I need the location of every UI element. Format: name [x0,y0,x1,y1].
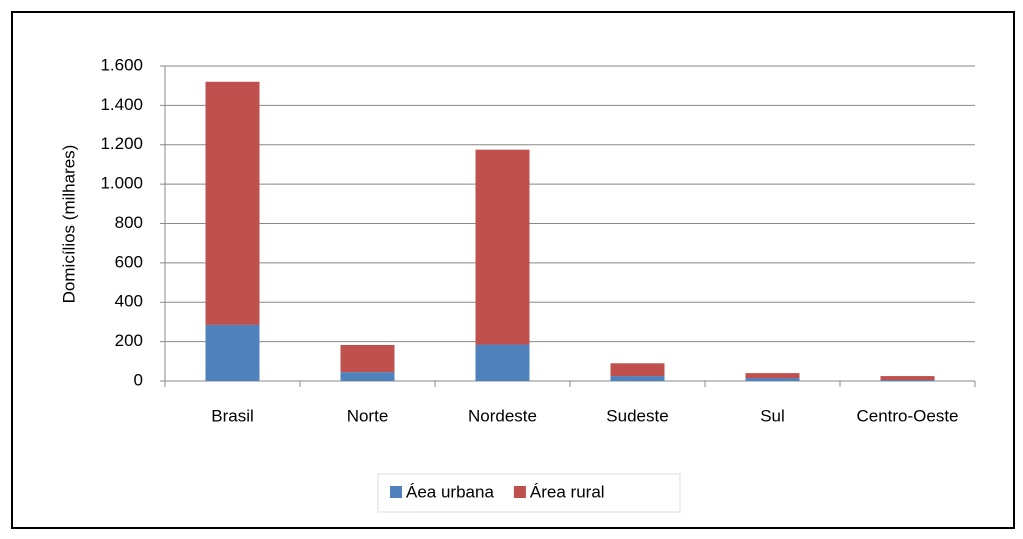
x-tick-label: Nordeste [468,406,537,425]
bar-segment [205,81,260,325]
bar-segment [745,373,800,379]
y-tick-label: 400 [115,292,143,311]
x-tick-label: Norte [347,406,389,425]
bar-segment [340,372,395,381]
y-tick-label: 800 [115,213,143,232]
bar-segment [745,378,800,381]
legend-swatch [513,486,526,498]
bar-segment [880,380,935,381]
x-tick-label: Sudeste [606,406,668,425]
y-axis-label: Domicílios (milhares) [59,145,78,304]
bar-segment [340,344,395,373]
x-tick-label: Sul [760,406,785,425]
y-tick-label: 200 [115,331,143,350]
legend-label: Área rural [530,482,605,501]
bar-segment [610,363,665,377]
bar-segment [475,149,530,345]
y-tick-label: 600 [115,252,143,271]
legend-box [377,473,681,513]
y-tick-label: 0 [134,370,143,389]
y-tick-label: 1.400 [100,95,143,114]
legend-swatch [390,486,402,498]
legend-label: Áea urbana [406,482,494,501]
y-tick-label: 1.600 [100,55,143,74]
x-tick-label: Centro-Oeste [856,406,958,425]
bar-segment [205,324,260,381]
y-tick-label: 1.200 [100,134,143,153]
bar-segment [880,376,935,381]
x-tick-label: Brasil [211,406,254,425]
bar-segment [475,344,530,381]
y-tick-label: 1.000 [100,174,143,193]
bar-segment [610,376,665,381]
